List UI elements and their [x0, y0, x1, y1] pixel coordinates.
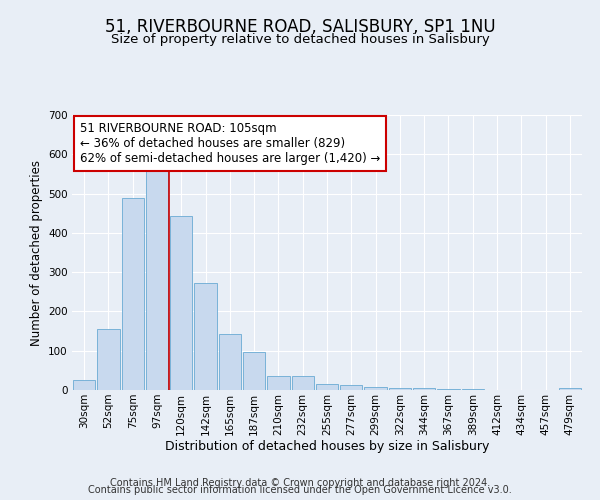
- Bar: [559, 388, 581, 390]
- Text: 51 RIVERBOURNE ROAD: 105sqm
← 36% of detached houses are smaller (829)
62% of se: 51 RIVERBOURNE ROAD: 105sqm ← 36% of det…: [80, 122, 380, 165]
- Text: 51, RIVERBOURNE ROAD, SALISBURY, SP1 1NU: 51, RIVERBOURNE ROAD, SALISBURY, SP1 1NU: [104, 18, 496, 36]
- Y-axis label: Number of detached properties: Number of detached properties: [29, 160, 43, 346]
- Bar: [218, 334, 241, 390]
- Bar: [243, 352, 265, 390]
- Bar: [413, 388, 436, 390]
- Bar: [364, 387, 387, 390]
- Bar: [461, 389, 484, 390]
- Bar: [194, 283, 217, 390]
- X-axis label: Distribution of detached houses by size in Salisbury: Distribution of detached houses by size …: [165, 440, 489, 454]
- Bar: [97, 329, 119, 390]
- Bar: [267, 376, 290, 390]
- Bar: [389, 388, 411, 390]
- Bar: [437, 389, 460, 390]
- Bar: [316, 384, 338, 390]
- Bar: [73, 380, 95, 390]
- Bar: [122, 198, 144, 390]
- Text: Size of property relative to detached houses in Salisbury: Size of property relative to detached ho…: [110, 32, 490, 46]
- Bar: [146, 171, 168, 390]
- Bar: [170, 216, 193, 390]
- Text: Contains public sector information licensed under the Open Government Licence v3: Contains public sector information licen…: [88, 485, 512, 495]
- Bar: [292, 376, 314, 390]
- Text: Contains HM Land Registry data © Crown copyright and database right 2024.: Contains HM Land Registry data © Crown c…: [110, 478, 490, 488]
- Bar: [340, 386, 362, 390]
